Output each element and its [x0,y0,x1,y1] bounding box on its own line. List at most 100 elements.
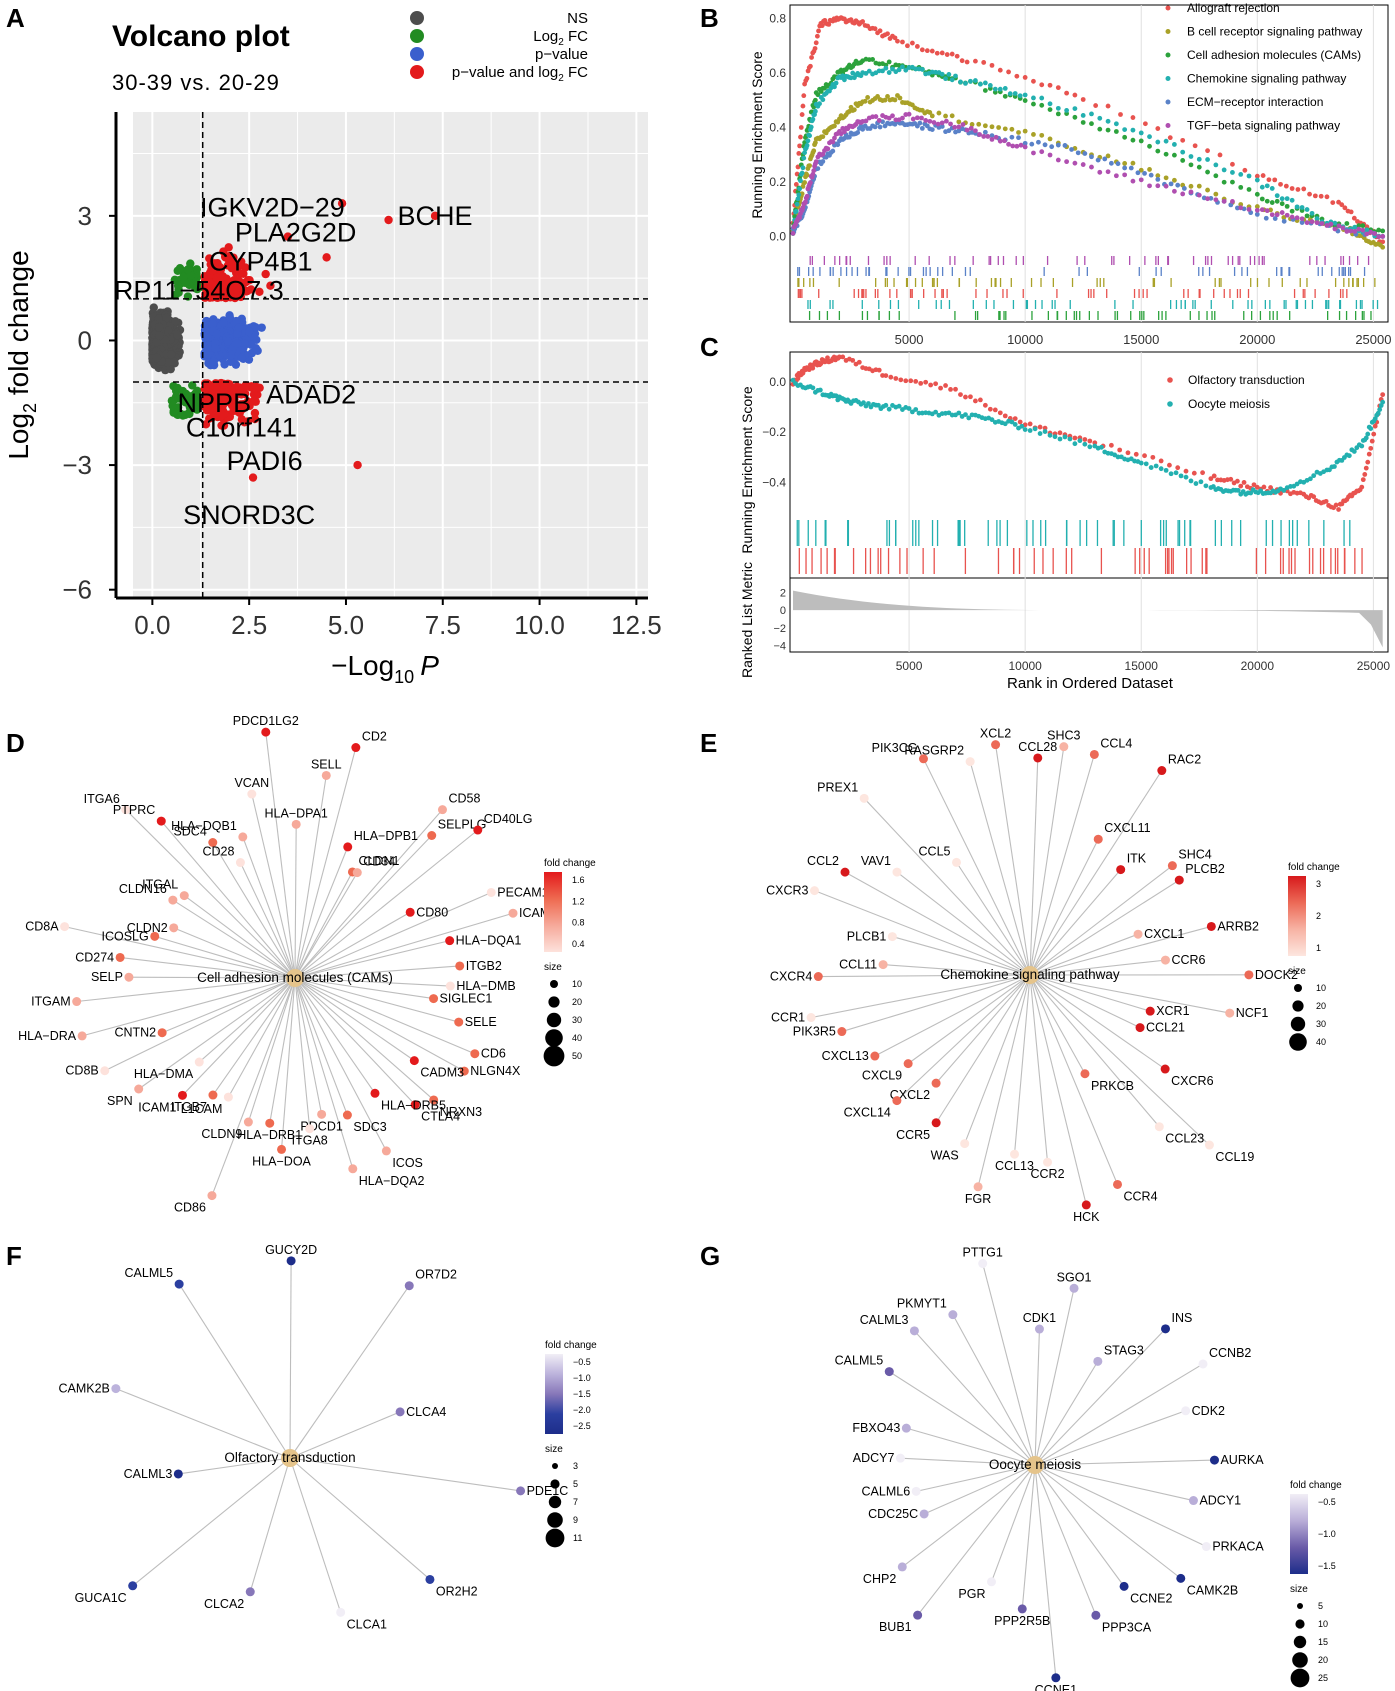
gene-node [1167,861,1177,871]
es-curve-point [1105,118,1111,124]
gene-node-label: CXCR4 [770,970,812,984]
es-curve-point [987,406,993,412]
y2-tick-label: 0 [780,605,786,617]
gene-node-label: CD8A [25,920,59,934]
gene-node-label: PKMYT1 [897,1297,947,1311]
point-ns [166,350,176,359]
legend-swatch [410,11,424,25]
es-curve-point [958,392,963,397]
es-curve-point [872,124,878,130]
point-sig [212,273,221,283]
es-curve-point [798,125,804,130]
es-curve-point [1130,137,1136,143]
es-curve-point [1230,198,1235,204]
es-curve-point [1031,101,1036,107]
es-curve-point [933,381,939,387]
es-curve-point [1362,472,1368,477]
point-sig [250,414,260,424]
network-edge [115,1388,291,1459]
es-curve-point [1012,422,1018,427]
es-curve-point [968,125,974,131]
es-curve-point [1299,220,1305,225]
es-curve-point [1122,134,1128,140]
y-tick-label: −3 [62,450,92,480]
es-curve-point [914,44,920,49]
gene-node-label: CLDN9 [201,1127,242,1141]
es-curve-point [870,57,875,62]
es-curve-point [1238,483,1244,489]
es-curve-point [964,59,970,65]
legend-size-dot [548,996,560,1008]
es-curve-point [973,128,978,134]
network-edge [977,974,1031,1187]
es-curve-point [1314,220,1320,226]
es-curve-point [1352,224,1358,230]
es-curve-point [1172,152,1177,158]
legend-label: Log2 FC [533,28,588,48]
es-curve-point [992,407,998,413]
es-curve-point [956,124,962,130]
network-edge [1034,1464,1125,1587]
gene-node-label: NCF1 [1236,1006,1269,1020]
es-curve-point [916,410,922,416]
network-edge [818,974,1031,978]
es-curve-point [1333,502,1339,508]
es-curve-point [1135,170,1141,176]
gene-node-label: CD28 [202,845,234,859]
es-curve-point [1284,196,1290,202]
es-curve-point [876,118,882,123]
es-curve-point [919,125,925,131]
es-curve-point [795,376,801,381]
es-curve-point [1007,91,1013,97]
es-curve-point [905,43,910,49]
legend-size-label: 20 [572,997,582,1007]
network-edge [154,935,296,979]
es-curve-point [886,70,892,75]
y-tick-label: 0 [78,325,92,355]
es-curve-point [820,159,826,164]
es-curve-point [1143,461,1149,467]
point-sig [229,406,238,416]
es-curve-point [1279,210,1285,215]
network-edge [923,1464,1036,1515]
gene-node-label: SELP [91,970,123,984]
es-curve-point [796,151,802,156]
es-curve-point [861,400,866,406]
network-edge [182,977,296,1096]
es-curve-point [956,410,962,416]
gene-node-label: VAV1 [861,854,891,868]
network-edge [161,977,296,1034]
legend-swatch [410,29,424,43]
legend-swatch [410,65,424,79]
gene-node [111,1384,121,1394]
gene-node [1017,1604,1027,1614]
es-curve-point [954,53,960,59]
es-curve-point [1089,154,1094,160]
gene-node-label: SELL [311,757,342,771]
es-curve-point [1039,82,1045,88]
legend-size-dot [550,980,558,988]
es-curve-point [928,382,934,388]
network-legend: fold change −0.5 −1.0 −1.5 −2.0 −2.5 size 3 5 7 9 1… [545,1340,597,1548]
network-edge [138,977,296,1090]
es-curve-point [1122,172,1128,178]
volcano-points [148,199,440,482]
es-curve-point [1148,465,1154,470]
es-curve-point [903,378,909,384]
gene-node-label: ITK [1127,852,1147,866]
gene-node [810,886,820,896]
es-curve-point [797,186,803,192]
es-curve-point [882,97,888,103]
network-edge [916,1464,1036,1492]
es-curve-point [830,148,836,154]
gene-node [1160,1064,1170,1074]
gene-node [342,1110,352,1120]
gene-node [1204,1140,1214,1150]
es-curve-point [1148,172,1154,178]
es-curve-point [1200,470,1205,476]
legend-size-dot [1290,1668,1310,1688]
gene-node [429,1095,439,1105]
gene-node [1059,742,1069,752]
es-curve-point [1042,429,1048,434]
point-sig [240,418,249,427]
